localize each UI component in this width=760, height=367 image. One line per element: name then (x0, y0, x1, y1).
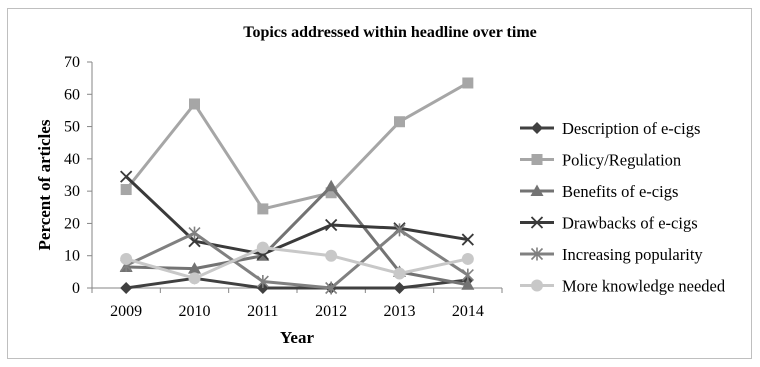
triangle-marker (461, 278, 475, 290)
series-policy-regulation (120, 77, 474, 215)
circle-marker (256, 241, 269, 254)
chart-title: Topics addressed within headline over ti… (243, 24, 537, 41)
diamond-marker (120, 282, 133, 294)
star-marker (461, 268, 474, 282)
star-marker (188, 226, 201, 240)
legend-label: Drawbacks of e-cigs (562, 214, 698, 233)
x-tick-label: 2011 (247, 303, 278, 320)
series-line (125, 276, 469, 290)
x-tick-label: 2013 (384, 303, 416, 320)
axes: 0 10 20 30 40 50 60 70 2009 2010 2011 2012 2013 2014 (64, 54, 503, 320)
legend-item: Increasing popularity (520, 245, 703, 264)
square-marker (462, 77, 474, 89)
circle-marker (325, 249, 338, 262)
triangle-marker (324, 179, 338, 192)
y-tick-label: 20 (64, 215, 80, 232)
series-line (125, 246, 469, 280)
series-line (125, 175, 469, 256)
star-marker (530, 247, 544, 261)
series-line (125, 228, 469, 290)
circle-marker (393, 267, 406, 280)
y-tick-label: 30 (64, 183, 80, 200)
square-marker (257, 203, 269, 215)
x-tick-label: 2014 (452, 303, 484, 320)
series-layer (119, 77, 475, 295)
circle-marker (188, 272, 201, 285)
circle-marker (531, 279, 543, 292)
triangle-marker (530, 184, 544, 196)
diamond-marker (393, 282, 406, 294)
star-marker (393, 223, 406, 237)
legend-label: Increasing popularity (562, 245, 703, 264)
circle-marker (461, 252, 474, 265)
legend-label: More knowledge needed (562, 277, 726, 296)
y-axis-title: Percent of articles (35, 119, 54, 250)
legend: Description of e-cigs Policy/Regulation Be… (520, 119, 726, 296)
legend-item: Drawbacks of e-cigs (520, 214, 698, 233)
square-marker (189, 98, 200, 110)
square-marker (325, 187, 337, 199)
square-marker (531, 154, 543, 165)
legend-label: Policy/Regulation (562, 151, 681, 170)
x-marker (120, 170, 133, 183)
triangle-marker (188, 262, 201, 274)
y-tick-label: 40 (64, 151, 80, 168)
y-tick-label: 10 (64, 248, 80, 265)
x-tick-label: 2009 (110, 303, 142, 320)
x-marker (461, 233, 474, 246)
y-tick-label: 50 (64, 119, 80, 136)
legend-label: Benefits of e-cigs (562, 182, 678, 201)
y-tick-label: 70 (64, 54, 80, 71)
series-line (124, 81, 469, 211)
star-marker (325, 281, 338, 295)
square-marker (120, 184, 132, 196)
y-tick-label: 0 (72, 280, 80, 297)
y-tick-label: 60 (64, 86, 80, 103)
series-more-knowledge-needed (120, 241, 474, 285)
series-drawbacks-of-e-cigs (120, 170, 474, 261)
x-axis-title: Year (280, 328, 314, 347)
series-increasing-popularity (120, 223, 474, 295)
legend-item: Benefits of e-cigs (520, 182, 678, 201)
x-marker (325, 218, 338, 232)
legend-item: More knowledge needed (520, 277, 726, 296)
legend-label: Description of e-cigs (562, 119, 700, 138)
diamond-marker (531, 122, 543, 134)
x-marker (530, 216, 544, 229)
legend-item: Policy/Regulation (520, 151, 681, 170)
square-marker (394, 116, 405, 128)
circle-marker (120, 252, 133, 265)
star-marker (256, 275, 269, 289)
legend-item: Description of e-cigs (520, 119, 700, 138)
x-tick-label: 2010 (179, 303, 211, 320)
x-tick-label: 2012 (315, 303, 347, 320)
series-line (126, 184, 469, 287)
